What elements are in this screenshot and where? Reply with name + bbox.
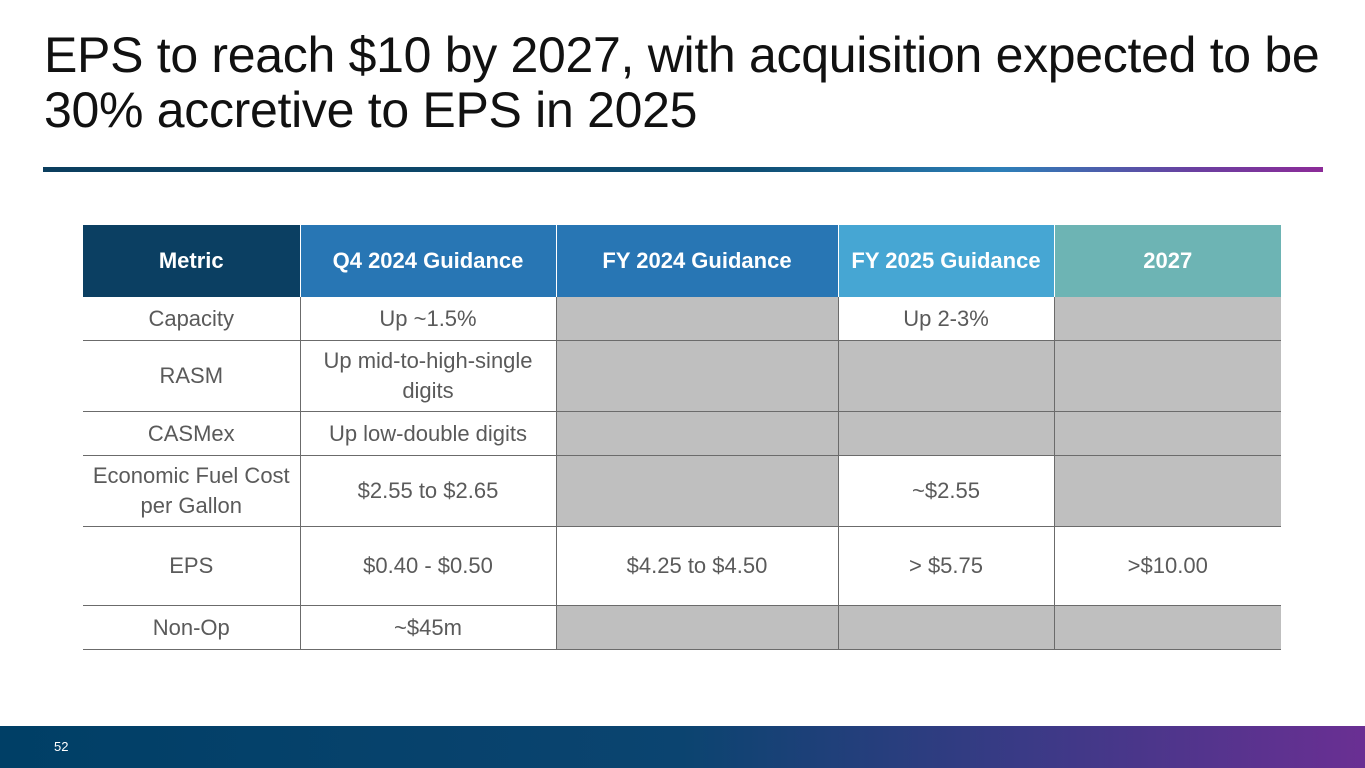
metric-cell: EPS <box>83 526 300 606</box>
q4-2024-cell: Up mid-to-high-single digits <box>299 340 556 412</box>
page-number: 52 <box>54 739 69 754</box>
title-divider <box>43 167 1323 172</box>
fy-2024-cell <box>555 605 838 650</box>
header-q4-2024-guidance: Q4 2024 Guidance <box>300 225 557 297</box>
q4-2024-cell: Up low-double digits <box>299 411 556 456</box>
table-header-row: Metric Q4 2024 Guidance FY 2024 Guidance… <box>83 225 1281 297</box>
fy-2024-cell <box>555 411 838 456</box>
metric-cell: Economic Fuel Cost per Gallon <box>83 455 300 527</box>
fy-2025-cell <box>837 411 1054 456</box>
header-metric: Metric <box>83 225 301 297</box>
table-row: Capacity Up ~1.5% Up 2-3% <box>83 297 1281 341</box>
table-row: Economic Fuel Cost per Gallon $2.55 to $… <box>83 455 1281 527</box>
fy-2024-cell <box>555 297 838 341</box>
y2027-cell <box>1053 340 1281 412</box>
table-row: RASM Up mid-to-high-single digits <box>83 340 1281 412</box>
fy-2025-cell <box>837 340 1054 412</box>
footer-bar: 52 <box>0 726 1365 768</box>
fy-2024-cell <box>555 455 838 527</box>
y2027-cell <box>1053 297 1281 341</box>
fy-2024-cell: $4.25 to $4.50 <box>555 526 838 606</box>
metric-cell: CASMex <box>83 411 300 456</box>
guidance-table: Metric Q4 2024 Guidance FY 2024 Guidance… <box>83 225 1281 650</box>
fy-2025-cell <box>837 605 1054 650</box>
header-fy-2024-guidance: FY 2024 Guidance <box>556 225 839 297</box>
fy-2025-cell: > $5.75 <box>837 526 1054 606</box>
q4-2024-cell: ~$45m <box>299 605 556 650</box>
metric-cell: Non-Op <box>83 605 300 650</box>
y2027-cell <box>1053 411 1281 456</box>
fy-2024-cell <box>555 340 838 412</box>
q4-2024-cell: Up ~1.5% <box>299 297 556 341</box>
metric-cell: Capacity <box>83 297 300 341</box>
fy-2025-cell: Up 2-3% <box>837 297 1054 341</box>
fy-2025-cell: ~$2.55 <box>837 455 1054 527</box>
table-row: EPS $0.40 - $0.50 $4.25 to $4.50 > $5.75… <box>83 526 1281 606</box>
q4-2024-cell: $0.40 - $0.50 <box>299 526 556 606</box>
y2027-cell <box>1053 605 1281 650</box>
y2027-cell: >$10.00 <box>1053 526 1281 606</box>
slide-title: EPS to reach $10 by 2027, with acquisiti… <box>44 27 1320 138</box>
y2027-cell <box>1053 455 1281 527</box>
table-row: Non-Op ~$45m <box>83 605 1281 650</box>
metric-cell: RASM <box>83 340 300 412</box>
header-2027: 2027 <box>1054 225 1281 297</box>
q4-2024-cell: $2.55 to $2.65 <box>299 455 556 527</box>
table-row: CASMex Up low-double digits <box>83 411 1281 456</box>
header-fy-2025-guidance: FY 2025 Guidance <box>838 225 1055 297</box>
